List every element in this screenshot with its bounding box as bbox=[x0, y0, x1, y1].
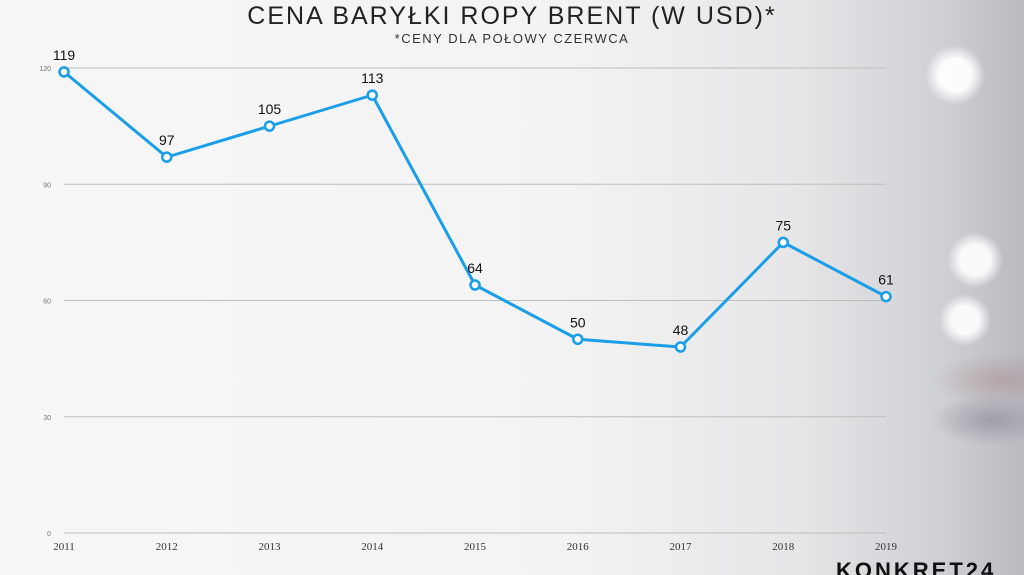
series-polyline bbox=[63, 70, 887, 349]
data-point-2018 bbox=[777, 236, 789, 249]
data-point-2015 bbox=[469, 279, 481, 291]
data-label-2019: 61 bbox=[878, 272, 894, 288]
x-tick-label-2017: 2017 bbox=[670, 541, 693, 553]
data-point-2019 bbox=[880, 290, 892, 303]
konkret24-logo: KONKRET24 bbox=[836, 558, 997, 575]
data-point-2014 bbox=[366, 89, 378, 101]
y-tick-label-0: 0 bbox=[47, 531, 51, 538]
chart-subtitle: *CENY DLA POŁOWY CZERWCA bbox=[394, 31, 630, 46]
y-tick-label-120: 120 bbox=[39, 66, 51, 73]
series-markers bbox=[58, 66, 892, 353]
data-label-2015: 64 bbox=[467, 260, 483, 276]
data-label-2012: 97 bbox=[159, 132, 175, 148]
x-tick-label-2011: 2011 bbox=[53, 541, 75, 553]
chart-title: CENA BARYŁKI ROPY BRENT (W USD)* bbox=[247, 2, 777, 30]
x-tick-label-2012: 2012 bbox=[156, 541, 178, 553]
y-tick-label-30: 30 bbox=[43, 415, 51, 422]
x-axis-ticks: 2011 2012 2013 2014 2015 2016 2017 2018 2019 bbox=[53, 541, 897, 553]
data-label-2018: 75 bbox=[775, 217, 791, 233]
x-tick-label-2015: 2015 bbox=[464, 541, 487, 553]
data-point-2012 bbox=[161, 151, 173, 163]
x-tick-label-2016: 2016 bbox=[567, 541, 590, 553]
data-label-2017: 48 bbox=[673, 322, 689, 338]
data-point-2013 bbox=[263, 120, 276, 132]
data-point-2011 bbox=[58, 66, 70, 78]
x-tick-label-2019: 2019 bbox=[875, 541, 898, 553]
series-line bbox=[63, 70, 887, 349]
data-point-2017 bbox=[674, 341, 687, 353]
data-point-2016 bbox=[572, 333, 584, 345]
y-tick-label-60: 60 bbox=[43, 299, 51, 306]
data-label-2013: 105 bbox=[258, 101, 282, 117]
gridlines bbox=[64, 67, 886, 534]
y-axis-ticks: 0 30 60 90 120 bbox=[39, 66, 51, 538]
data-labels: 119 97 105 113 64 50 48 75 61 bbox=[53, 47, 894, 338]
data-label-2011: 119 bbox=[53, 47, 76, 63]
x-tick-label-2014: 2014 bbox=[361, 541, 384, 553]
y-tick-label-90: 90 bbox=[43, 182, 51, 189]
x-tick-label-2013: 2013 bbox=[259, 541, 282, 553]
data-label-2016: 50 bbox=[570, 314, 586, 330]
x-tick-label-2018: 2018 bbox=[772, 541, 795, 553]
data-label-2014: 113 bbox=[361, 70, 384, 86]
